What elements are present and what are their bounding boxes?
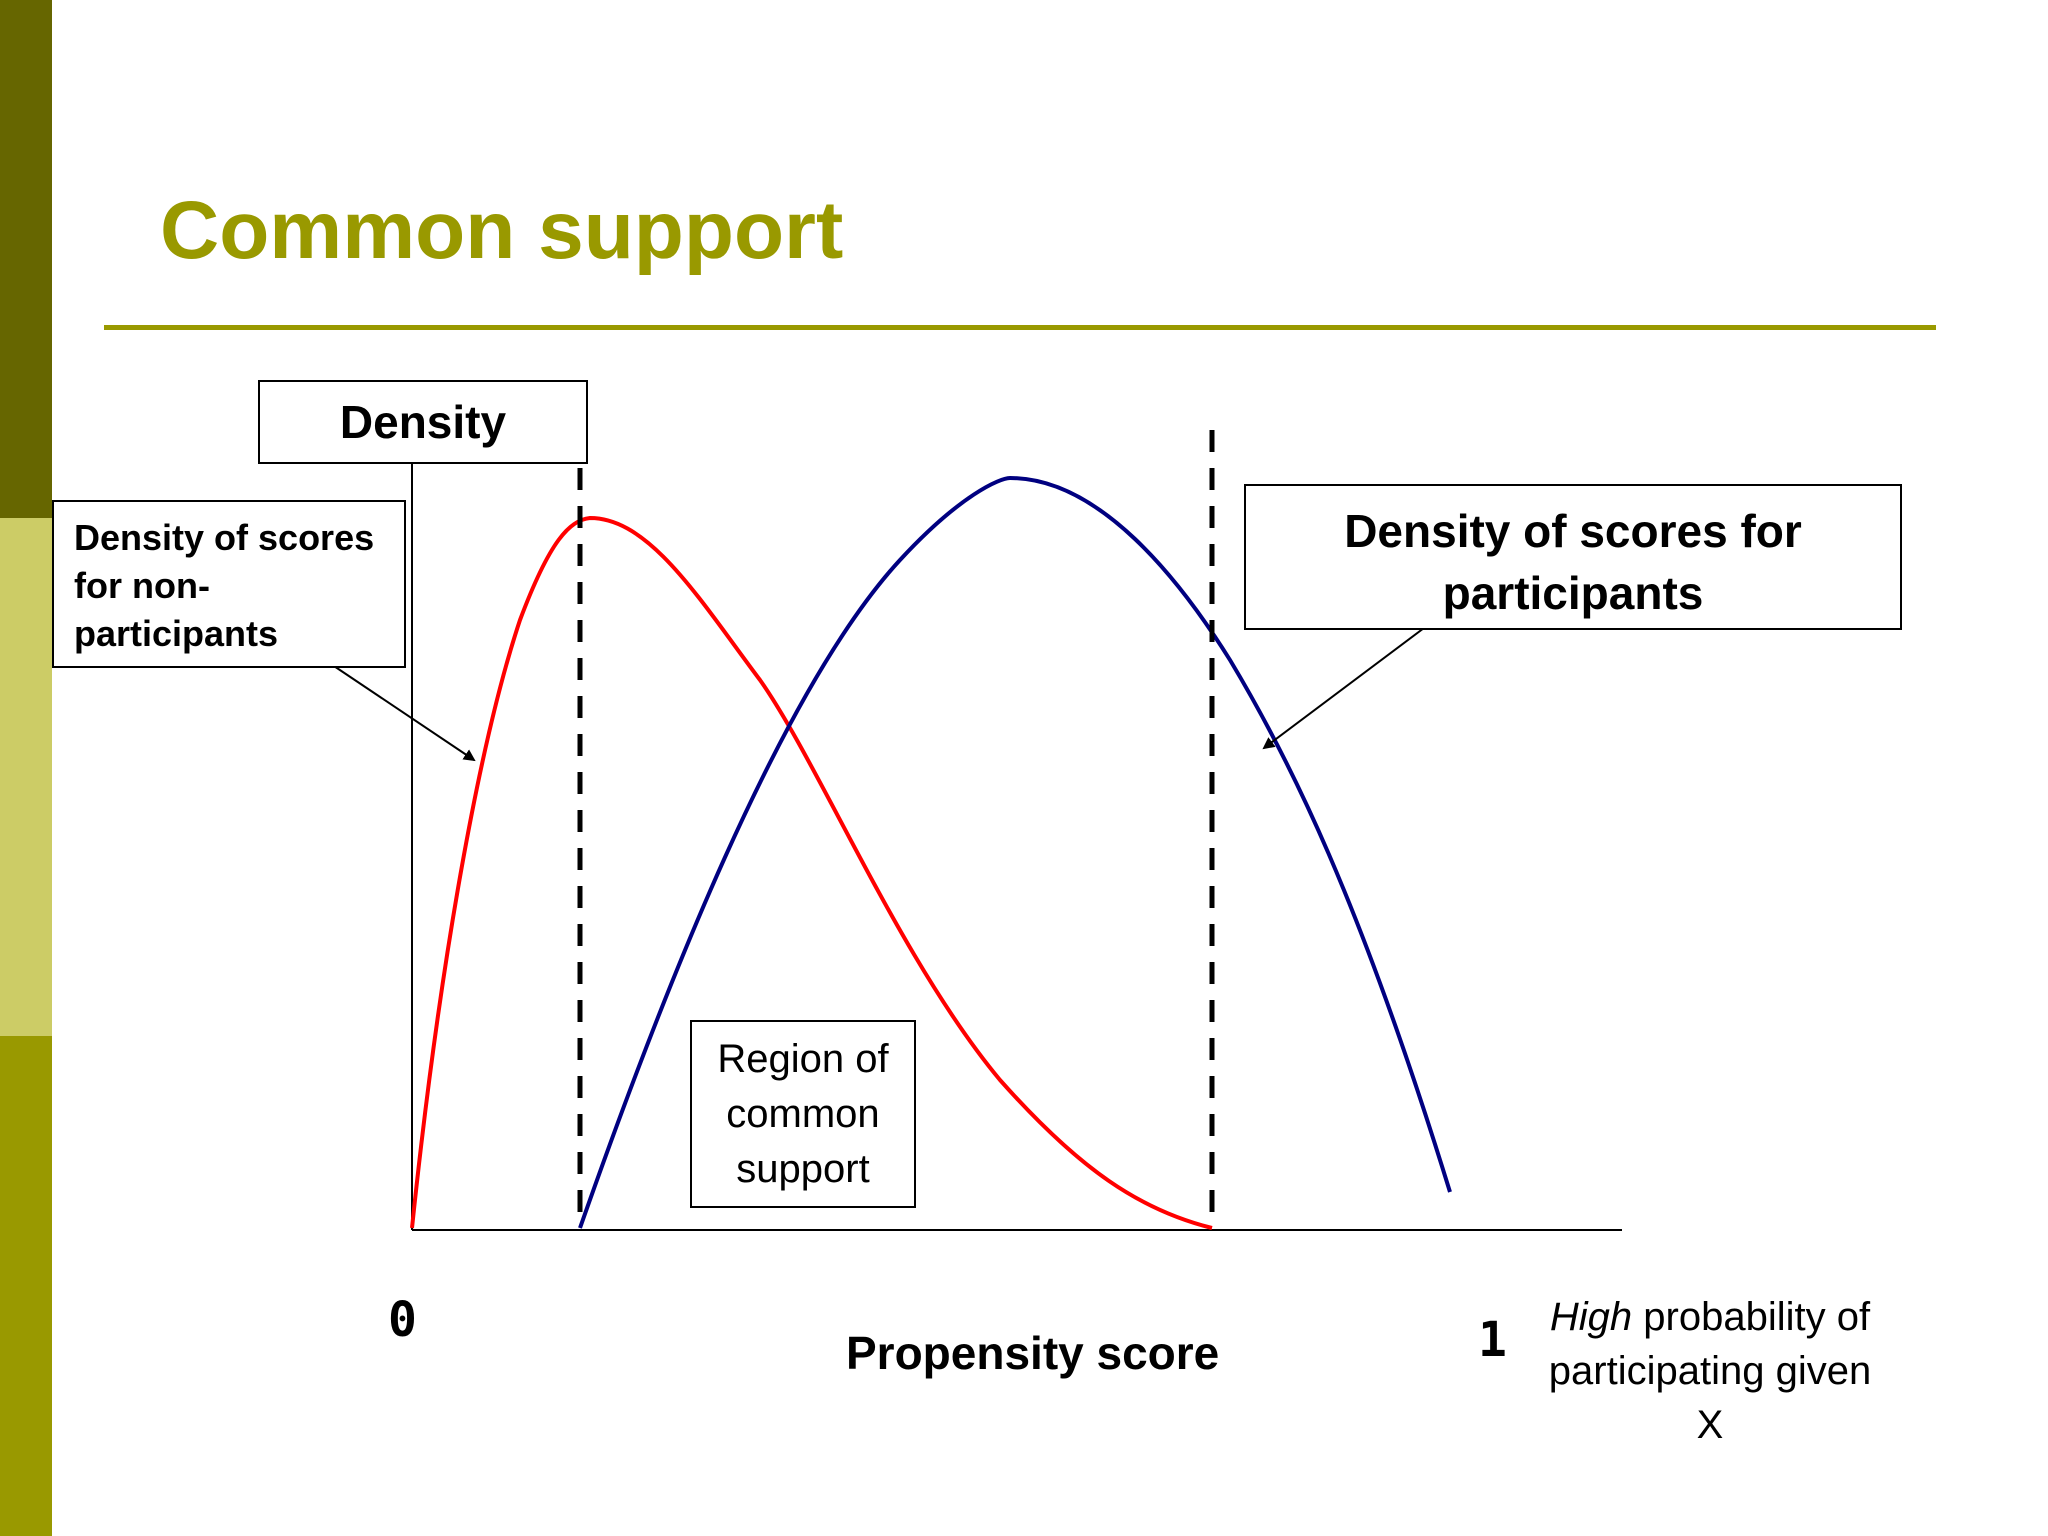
density-label: Density [339, 396, 507, 448]
non-participants-label-line-3: participants [74, 613, 279, 654]
x-axis-title: Propensity score [846, 1327, 1220, 1379]
non-participants-label-line-2: for non- [74, 565, 210, 606]
high-note-emphasis: High [1549, 1295, 1633, 1339]
non-participants-curve [410, 515, 1213, 1230]
region-label-line-3: support [736, 1147, 870, 1191]
common-support-label-box: Region of common support [690, 1020, 916, 1208]
x-axis-max-label: 1 [1478, 1312, 1507, 1368]
participants-arrow [1262, 621, 1433, 750]
high-note-rest: probability of [1632, 1295, 1871, 1339]
high-note-line-1: High probability of [1540, 1290, 1880, 1344]
sidebar-band-bottom [0, 1036, 52, 1536]
slide-title: Common support [160, 185, 844, 276]
sidebar-band-middle [0, 518, 52, 1036]
region-label-line-1: Region of [717, 1037, 889, 1081]
non-participants-arrow [321, 657, 476, 762]
sidebar-band-top [0, 0, 52, 518]
high-note-line-2: participating given X [1548, 1349, 1872, 1447]
participants-label-line-1: Density of scores for [1344, 505, 1802, 557]
non-participants-label-box: Density of scores for non- participants [52, 500, 406, 668]
participants-curve [578, 475, 1452, 1229]
non-participants-label-line-1: Density of scores [74, 517, 375, 558]
title-underline [104, 325, 1936, 330]
participants-label-line-2: participants [1442, 567, 1704, 619]
high-probability-note: High probability of participating given … [1540, 1290, 1880, 1452]
participants-label-box: Density of scores for participants [1244, 484, 1902, 630]
x-axis-min-label: 0 [388, 1292, 417, 1348]
region-label-line-2: common [726, 1092, 880, 1136]
density-label-box: Density [258, 380, 588, 464]
